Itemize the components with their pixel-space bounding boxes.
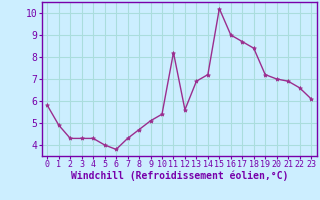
- X-axis label: Windchill (Refroidissement éolien,°C): Windchill (Refroidissement éolien,°C): [70, 171, 288, 181]
